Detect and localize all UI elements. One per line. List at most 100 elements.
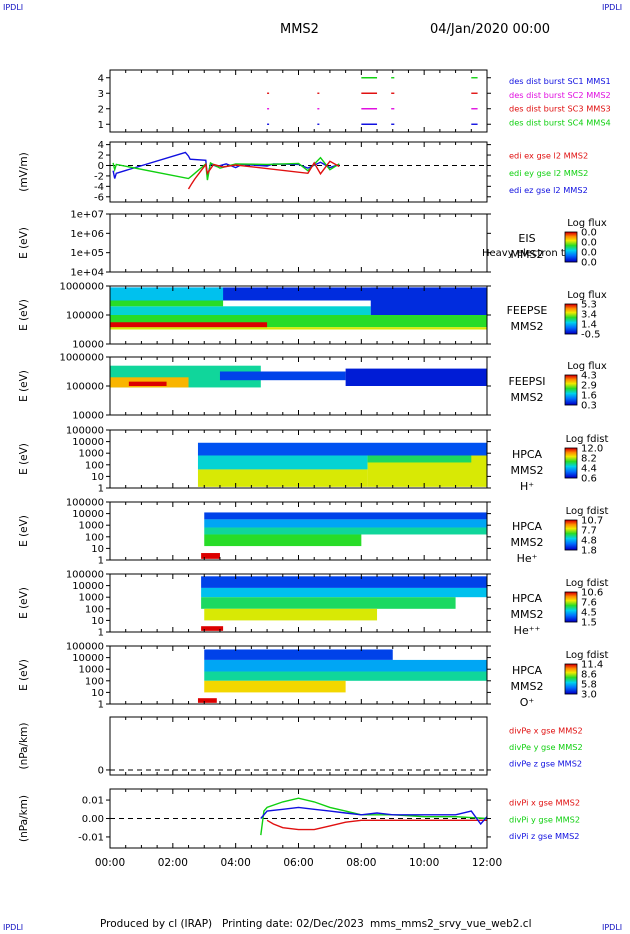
hpca_h-colorbar-cell bbox=[565, 475, 577, 477]
hpca_h-colorbar-cell bbox=[565, 474, 577, 476]
feeps_e-colorbar-frame bbox=[564, 303, 578, 335]
divpi-ytick-label: 0.00 bbox=[82, 814, 104, 825]
burst-legend-item: des dist burst SC1 MMS1 bbox=[509, 76, 611, 86]
hpca_h-colorbar-cell bbox=[565, 471, 577, 473]
eis-colorbar-cell bbox=[565, 250, 577, 252]
hpca_h-colorbar-tick: 12.0 bbox=[581, 444, 603, 455]
hpca_o-heatmap-cell bbox=[204, 680, 346, 693]
hpca_hepp-colorbar-cell bbox=[565, 607, 577, 609]
divpe-ytick-label: 0 bbox=[98, 765, 104, 776]
burst-legend-item: des dist burst SC3 MMS3 bbox=[509, 104, 611, 114]
feeps_i-colorbar-cell bbox=[565, 399, 577, 401]
feeps_i-colorbar-tick: 1.6 bbox=[581, 391, 597, 402]
time-axis-tick-label: 06:00 bbox=[283, 857, 313, 869]
burst-frame bbox=[109, 69, 488, 133]
date-time-title: 04/Jan/2020 00:00 bbox=[430, 22, 551, 37]
hpca_he-colorbar-cell bbox=[565, 542, 577, 544]
efield-ylabel: (mV/m) bbox=[18, 152, 30, 191]
hpca_o-colorbar-cell bbox=[565, 691, 577, 693]
eis-colorbar-cell bbox=[565, 257, 577, 259]
feeps_e-ytick-label: 100000 bbox=[66, 311, 104, 322]
spacecraft-title: MMS2 bbox=[280, 22, 319, 37]
hpca_h-colorbar-tick: 8.2 bbox=[581, 454, 597, 465]
hpca_h-heatmap-cell bbox=[197, 469, 368, 487]
feeps_e-colorbar-cell bbox=[565, 317, 577, 319]
eis-ytick-label: 1e+06 bbox=[70, 229, 104, 240]
hpca_h-colorbar-cell bbox=[565, 461, 577, 463]
hpca_hepp-ytick-label: 10 bbox=[91, 616, 104, 627]
feeps_e-colorbar-cell bbox=[565, 332, 577, 334]
hpca_o-colorbar-cell bbox=[565, 675, 577, 677]
hpca_o-colorbar-cell bbox=[565, 686, 577, 688]
hpca_hepp-colorbar-cell bbox=[565, 616, 577, 618]
hpca_o-colorbar-cell bbox=[565, 678, 577, 680]
hpca_hepp-colorbar-cell bbox=[565, 601, 577, 603]
hpca_o-colorbar-cell bbox=[565, 692, 577, 694]
hpca_h-colorbar-frame bbox=[564, 447, 578, 479]
feeps_i-heatmap-cell bbox=[128, 381, 167, 386]
corner-tag-bottom-left: IPDLI bbox=[3, 923, 24, 932]
eis-colorbar-tick: 0.0 bbox=[581, 228, 597, 239]
hpca_o-colorbar-cell bbox=[565, 688, 577, 690]
feeps_e-colorbar-cell bbox=[565, 325, 577, 327]
feeps_e-colorbar-cell bbox=[565, 312, 577, 314]
hpca_hepp-colorbar-cell bbox=[565, 594, 577, 596]
feeps_e-colorbar-tick: -0.5 bbox=[581, 330, 601, 341]
feeps_i-ytick-label: 100000 bbox=[66, 382, 104, 393]
feeps_i-instrument-label: MMS2 bbox=[511, 391, 544, 404]
divpe-legend-item: divPe y gse MMS2 bbox=[509, 742, 583, 752]
divpi-legend-item: divPi x gse MMS2 bbox=[509, 797, 580, 807]
feeps_e-colorbar-cell bbox=[565, 307, 577, 309]
hpca_o-colorbar-tick: 11.4 bbox=[581, 660, 603, 671]
hpca_hepp-heatmap-cell bbox=[201, 587, 487, 598]
feeps_e-colorbar-tick: 3.4 bbox=[581, 310, 597, 321]
hpca_he-colorbar-cell bbox=[565, 536, 577, 538]
hpca_hepp-colorbar-cell bbox=[565, 617, 577, 619]
eis-instrument-label: EIS bbox=[518, 232, 535, 245]
feeps_e-colorbar-tick: 1.4 bbox=[581, 320, 597, 331]
hpca_he-instrument-label: He⁺ bbox=[517, 552, 538, 565]
feeps_e-heatmap-cell bbox=[110, 306, 371, 315]
feeps_e-colorbar-cell bbox=[565, 327, 577, 329]
hpca_o-ylabel: E (eV) bbox=[18, 659, 30, 691]
time-axis-tick-label: 10:00 bbox=[409, 857, 439, 869]
hpca_he-colorbar-cell bbox=[565, 534, 577, 536]
hpca_he-colorbar-cell bbox=[565, 537, 577, 539]
hpca_h-instrument-label: HPCA bbox=[512, 448, 543, 461]
hpca_hepp-ytick-label: 10000 bbox=[72, 581, 104, 592]
hpca_o-colorbar-tick: 8.6 bbox=[581, 670, 597, 681]
hpca_o-colorbar-cell bbox=[565, 685, 577, 687]
eis-colorbar-cell bbox=[565, 253, 577, 255]
hpca_he-colorbar-cell bbox=[565, 546, 577, 548]
eis-colorbar-tick: 0.0 bbox=[581, 258, 597, 269]
hpca_hepp-colorbar-cell bbox=[565, 596, 577, 598]
hpca_hepp-colorbar-tick: 10.6 bbox=[581, 588, 603, 599]
divpi-ytick-label: 0.01 bbox=[82, 796, 104, 807]
hpca_h-instrument-label: MMS2 bbox=[511, 464, 544, 477]
feeps_i-colorbar-cell bbox=[565, 381, 577, 383]
hpca_he-heatmap-cell bbox=[204, 534, 362, 547]
burst-legend-item: des dist burst SC2 MMS2 bbox=[509, 90, 611, 100]
divpe-frame bbox=[109, 716, 488, 776]
hpca_o-ytick-label: 100000 bbox=[66, 642, 104, 653]
feeps_i-colorbar-cell bbox=[565, 382, 577, 384]
hpca_h-ytick-label: 10 bbox=[91, 472, 104, 483]
hpca_o-colorbar-cell bbox=[565, 690, 577, 692]
efield-series-line bbox=[112, 151, 340, 179]
hpca_he-colorbar-cell bbox=[565, 540, 577, 542]
feeps_i-colorbar-cell bbox=[565, 387, 577, 389]
hpca_h-colorbar-cell bbox=[565, 466, 577, 468]
feeps_i-colorbar-cell bbox=[565, 395, 577, 397]
eis-colorbar-cell bbox=[565, 252, 577, 254]
hpca_he-colorbar-cell bbox=[565, 532, 577, 534]
hpca_he-heatmap-cell bbox=[204, 512, 487, 520]
time-axis-tick-label: 12:00 bbox=[472, 857, 502, 869]
eis-colorbar-cell bbox=[565, 258, 577, 260]
hpca_h-colorbar-cell bbox=[565, 459, 577, 461]
hpca_hepp-colorbar-frame bbox=[564, 591, 578, 623]
hpca_h-colorbar-cell bbox=[565, 454, 577, 456]
hpca_hepp-colorbar-tick: 7.6 bbox=[581, 598, 597, 609]
hpca_o-heatmap-cell bbox=[204, 649, 393, 660]
hpca_o-ytick-label: 10000 bbox=[72, 653, 104, 664]
feeps_i-colorbar-cell bbox=[565, 398, 577, 400]
